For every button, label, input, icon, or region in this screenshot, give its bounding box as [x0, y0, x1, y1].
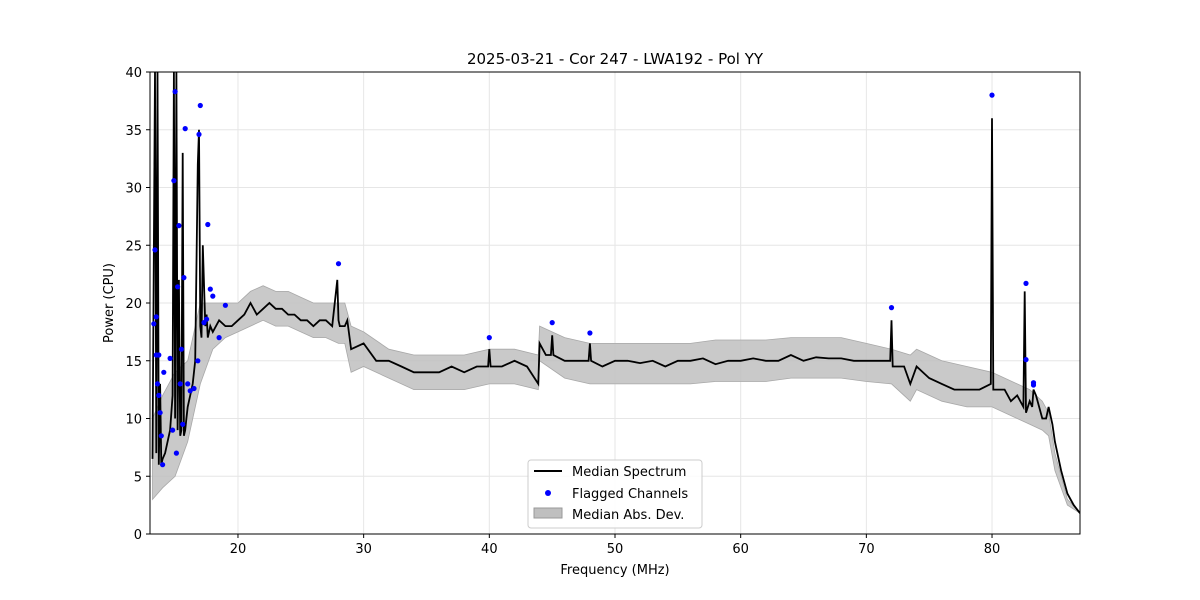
flagged-channel-point — [173, 450, 179, 456]
flagged-channel-point — [180, 421, 186, 427]
flagged-channel-point — [587, 330, 593, 336]
flagged-channel-point — [1023, 280, 1029, 286]
flagged-channel-point — [151, 321, 157, 327]
flagged-channel-point — [185, 381, 191, 387]
y-tick-label: 10 — [125, 413, 142, 428]
axis-ticks: 20 30 40 50 60 70 80 0 5 10 15 20 25 30 35 40 — [125, 66, 1000, 557]
flagged-channel-point — [176, 223, 182, 229]
flagged-channel-point — [989, 92, 995, 98]
flagged-channel-point — [158, 433, 164, 439]
x-tick-label: 40 — [481, 542, 498, 557]
x-tick-label: 30 — [355, 542, 372, 557]
y-tick-label: 0 — [134, 528, 142, 543]
x-tick-label: 60 — [732, 542, 749, 557]
flagged-channel-point — [205, 221, 211, 228]
flagged-channel-point — [210, 293, 216, 299]
flagged-channel-point — [170, 427, 176, 433]
flagged-channel-point — [154, 381, 161, 387]
flagged-channel-point — [222, 302, 228, 308]
flagged-channel-point — [160, 462, 166, 468]
flagged-channel-point — [191, 385, 197, 392]
flagged-channel-point — [153, 314, 159, 320]
flagged-channel-point — [888, 305, 895, 311]
mad-band — [152, 285, 1080, 514]
flagged-channel-point — [157, 410, 163, 416]
y-tick-label: 40 — [125, 66, 142, 81]
flagged-channel-point — [152, 247, 158, 253]
flagged-channel-point — [195, 358, 201, 364]
y-tick-label: 20 — [125, 297, 142, 312]
flagged-channel-point — [156, 392, 162, 398]
flagged-channel-point — [486, 335, 492, 341]
median-spectrum-line — [151, 72, 1080, 514]
legend-flagged-swatch — [545, 490, 551, 496]
flagged-channel-point — [207, 286, 213, 292]
x-tick-label: 20 — [230, 542, 247, 557]
legend-median-label: Median Spectrum — [572, 465, 686, 480]
flagged-channel-point — [197, 102, 203, 109]
flagged-channel-point — [156, 352, 162, 358]
plot-area — [151, 72, 1080, 514]
series-group — [151, 72, 1080, 514]
x-axis-label: Frequency (MHz) — [560, 563, 669, 578]
flagged-channel-point — [187, 388, 193, 394]
y-axis-label: Power (CPU) — [102, 263, 117, 343]
legend-mad-swatch — [533, 507, 563, 519]
flagged-channel-point — [216, 335, 222, 341]
y-tick-label: 35 — [125, 124, 142, 139]
flagged-channel-point — [549, 320, 555, 326]
flagged-channel-point — [182, 126, 188, 132]
legend: Median Spectrum Flagged Channels Median … — [527, 459, 703, 529]
y-tick-label: 30 — [125, 182, 142, 197]
y-tick-label: 15 — [125, 355, 142, 370]
flagged-channel-point — [171, 178, 177, 184]
flagged-channel-point — [335, 261, 342, 267]
flagged-channel-point — [172, 89, 178, 95]
legend-mad-label: Median Abs. Dev. — [572, 508, 684, 523]
y-tick-label: 5 — [134, 470, 142, 485]
y-tick-label: 25 — [125, 239, 142, 254]
flagged-channel-point — [204, 316, 210, 322]
flagged-channel-point — [1023, 357, 1029, 363]
flagged-channel-point — [167, 355, 173, 361]
legend-flagged-label: Flagged Channels — [572, 487, 688, 502]
x-tick-label: 70 — [858, 542, 875, 557]
flagged-channel-point — [196, 131, 202, 137]
x-tick-label: 80 — [984, 542, 1001, 557]
flagged-channel-point — [175, 284, 181, 290]
chart-title: 2025-03-21 - Cor 247 - LWA192 - Pol YY — [467, 50, 764, 68]
x-tick-label: 50 — [607, 542, 624, 557]
flagged-channel-point — [181, 275, 187, 281]
flagged-channel-point — [161, 369, 167, 375]
flagged-channel-point — [178, 346, 184, 352]
flagged-channel-point — [177, 381, 183, 387]
legend-box — [527, 459, 703, 529]
flagged-channel-point — [1030, 382, 1037, 388]
